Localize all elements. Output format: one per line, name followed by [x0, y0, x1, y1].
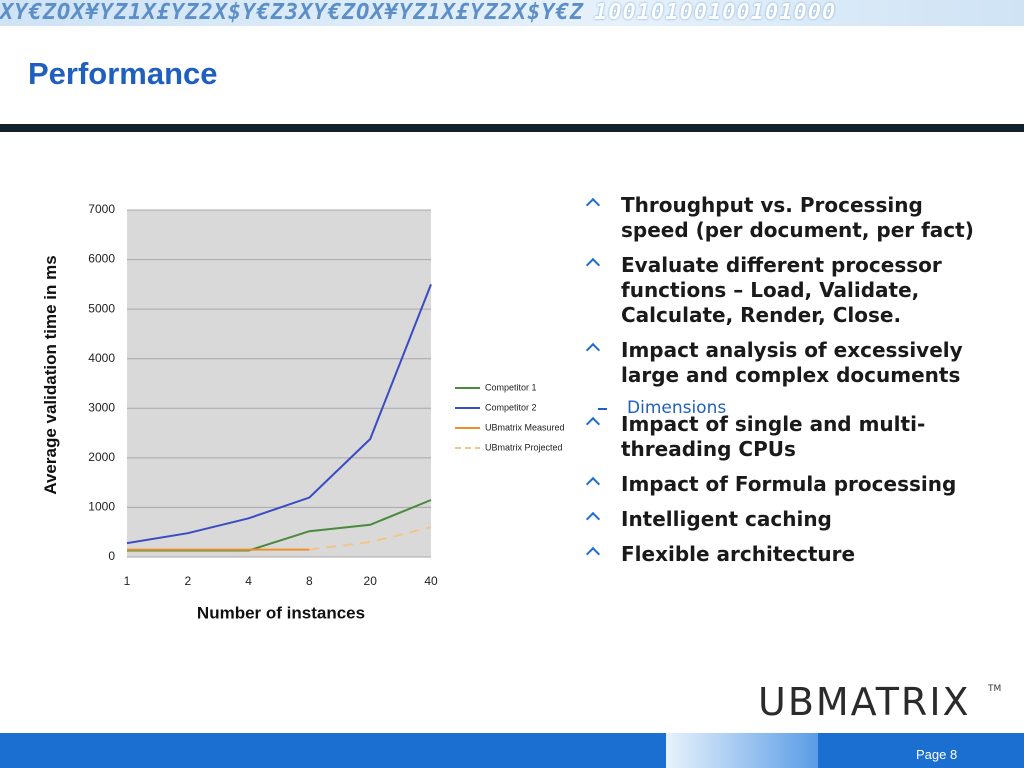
footer-bar	[0, 733, 1024, 768]
y-axis-title: Average validation time in ms	[41, 255, 60, 495]
title-rule	[0, 124, 1024, 132]
chart: 0 1000 2000 3000 4000 5000 6000 7000 1 2 4 8 20 40 Num…	[88, 202, 565, 622]
x-tick-label: 8	[306, 574, 313, 588]
plot-area	[127, 210, 431, 557]
banner: XY€ZOX¥YZ1X£YZ2X$Y€Z3XY€ZOX¥YZ1X£YZ2X$Y€…	[0, 0, 1024, 26]
bullet-list: Throughput vs. Processing speed (per doc…	[582, 193, 992, 577]
y-tick-label: 3000	[88, 400, 115, 414]
slide-title: Performance	[28, 56, 218, 91]
y-tick-label: 0	[108, 549, 115, 563]
banner-text: XY€ZOX¥YZ1X£YZ2X$Y€Z3XY€ZOX¥YZ1X£YZ2X$Y€…	[0, 0, 585, 25]
bullet: Impact analysis of excessively large and…	[582, 338, 992, 388]
y-tick-label: 6000	[88, 252, 115, 266]
y-tick-label: 4000	[88, 351, 115, 365]
footer-glow	[666, 733, 818, 768]
series-line	[126, 283, 432, 545]
y-tick-label: 1000	[88, 500, 115, 514]
x-tick-label: 1	[124, 574, 131, 588]
legend-label: UBmatrix Projected	[485, 442, 563, 452]
x-tick-label: 20	[364, 574, 378, 588]
y-tick-label: 5000	[88, 301, 115, 315]
banner-text: 10010100100101000	[594, 0, 837, 25]
legend-label: Competitor 2	[485, 402, 537, 412]
bullet: Evaluate different processor functions –…	[582, 253, 992, 328]
bullet: Impact of single and multi-threading CPU…	[582, 412, 992, 462]
series-line	[309, 526, 432, 551]
legend-label: UBmatrix Measured	[485, 422, 565, 432]
bullet: Throughput vs. Processing speed (per doc…	[582, 193, 992, 243]
bullet: Intelligent caching	[582, 507, 992, 532]
bullet: Impact of Formula processing	[582, 472, 992, 497]
y-tick-label: 7000	[88, 202, 115, 216]
page-number: Page 8	[916, 747, 958, 762]
legend-label: Competitor 1	[485, 382, 537, 392]
x-tick-label: 2	[184, 574, 191, 588]
x-tick-label: 4	[245, 574, 252, 588]
logo: UBMATRIX	[758, 680, 971, 724]
x-axis-title: Number of instances	[197, 603, 365, 622]
bullet: Flexible architecture	[582, 542, 992, 567]
trademark: TM	[988, 684, 1002, 694]
y-tick-label: 2000	[88, 450, 115, 464]
x-tick-label: 40	[424, 574, 438, 588]
